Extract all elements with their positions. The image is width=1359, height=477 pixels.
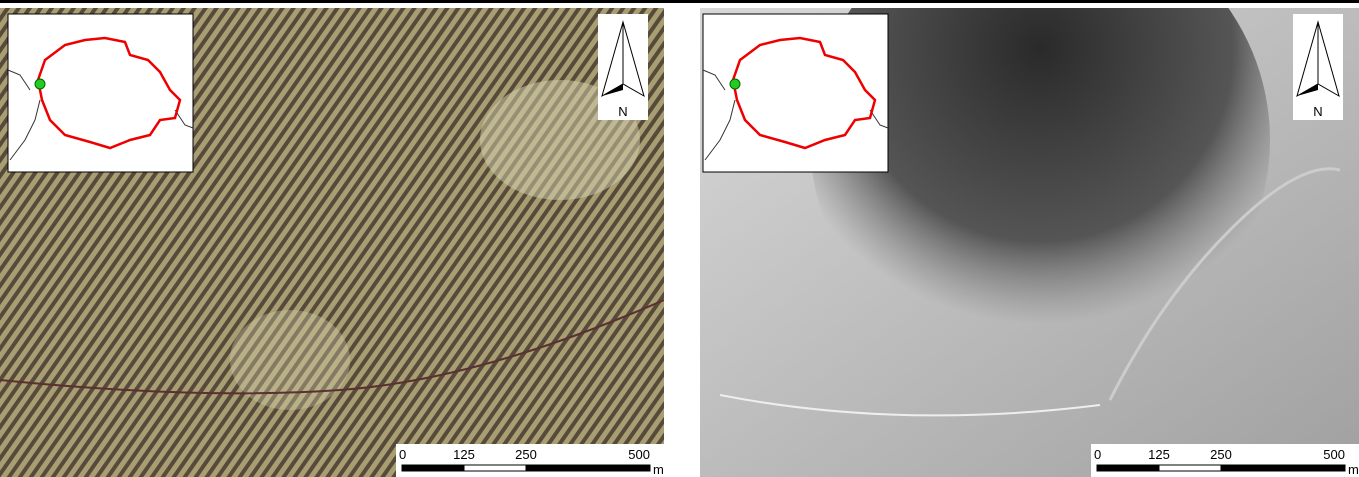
- scale-segment: [1159, 465, 1221, 471]
- scale-unit: m: [653, 462, 664, 477]
- scale-segment: [464, 465, 526, 471]
- scale-tick-label: 0: [1094, 447, 1101, 462]
- scale-tick-label: 0: [399, 447, 406, 462]
- scale-tick-label: 125: [1148, 447, 1170, 462]
- scale-segment: [1221, 465, 1345, 471]
- north-label: N: [1313, 104, 1322, 119]
- scale-segment: [1097, 465, 1159, 471]
- scale-segment: [526, 465, 650, 471]
- scale-tick-label: 250: [515, 447, 537, 462]
- scale-tick-label: 500: [628, 447, 650, 462]
- inset-location: [35, 79, 45, 89]
- inset-location: [730, 79, 740, 89]
- scale-tick-label: 250: [1210, 447, 1232, 462]
- scale-segment: [402, 465, 464, 471]
- scale-unit: m: [1348, 462, 1359, 477]
- figure: N0125250500mN0125250500m: [0, 0, 1359, 477]
- scale-tick-label: 125: [453, 447, 475, 462]
- top-rule: [0, 0, 1359, 3]
- north-label: N: [618, 104, 627, 119]
- scale-tick-label: 500: [1323, 447, 1345, 462]
